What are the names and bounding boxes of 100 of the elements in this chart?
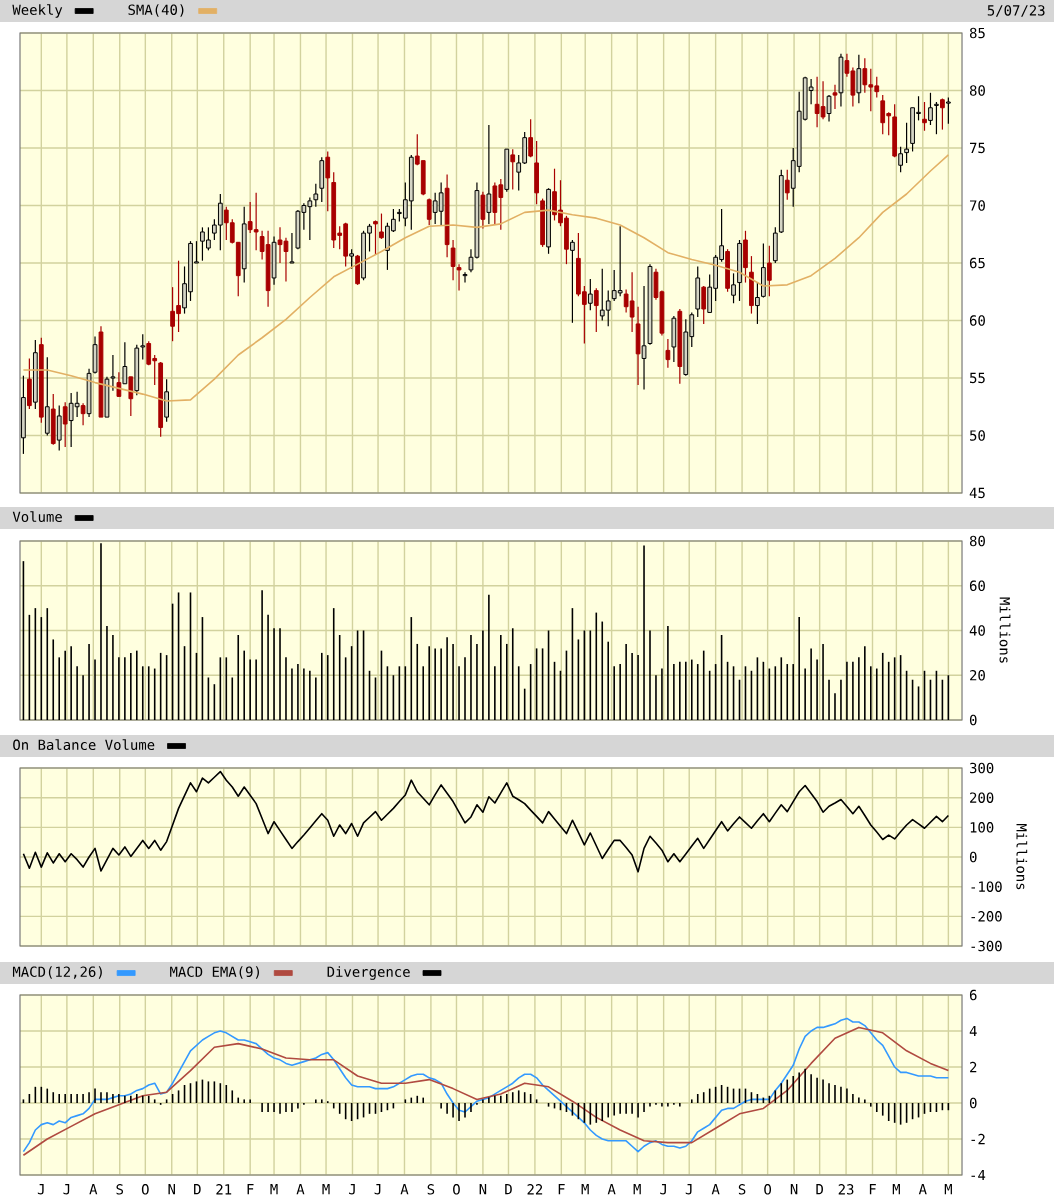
x-tick-label: 22 (527, 1184, 543, 1195)
y-tick-label: 4 (969, 1025, 977, 1037)
x-tick-label: F (869, 1184, 876, 1195)
candlestick (766, 245, 772, 297)
y-tick-label: 200 (970, 792, 994, 803)
text: 5/07/23 (987, 5, 1045, 17)
x-tick-label: D (505, 1184, 512, 1195)
x-tick-label: M (322, 1184, 330, 1195)
candlestick (665, 338, 671, 369)
y-tick-label: 75 (969, 142, 985, 154)
legend-label: On Balance Volume (13, 739, 155, 751)
x-tick-label: M (270, 1184, 278, 1195)
y-tick-label: 80 (969, 535, 985, 547)
candlestick (928, 92, 933, 126)
x-tick-label: J (37, 1184, 44, 1195)
x-tick-label: O (141, 1184, 149, 1195)
candlestick (426, 198, 432, 226)
legend-label: MACD EMA(9) (170, 966, 259, 979)
x-tick-label: J (685, 1184, 692, 1195)
x-tick-label: J (63, 1184, 70, 1195)
y-tick-label: -200 (971, 911, 1002, 922)
y-tick-label: 85 (969, 27, 985, 39)
x-tick-label: A (296, 1184, 305, 1195)
x-tick-label: M (892, 1184, 900, 1195)
y-tick-label: 20 (970, 669, 985, 681)
x-tick-label: S (427, 1184, 435, 1195)
y-tick-label: 0 (969, 851, 977, 863)
candlestick (116, 371, 122, 397)
text: Weekly (12, 4, 63, 18)
candlestick (940, 97, 945, 131)
x-tick-label: D (194, 1184, 201, 1195)
candlestick (593, 287, 599, 333)
x-tick-label: A (400, 1184, 409, 1195)
y-tick-label: -300 (971, 940, 1002, 952)
x-tick-label: N (168, 1184, 175, 1195)
candlestick (456, 263, 462, 292)
x-tick-label: N (790, 1184, 798, 1195)
candlestick (349, 248, 354, 270)
candlestick (289, 232, 295, 264)
x-tick-label: S (738, 1184, 746, 1195)
legend-label: Volume (12, 511, 62, 523)
x-tick-label: A (607, 1184, 616, 1195)
candlestick (528, 118, 534, 158)
y-tick-label: -2 (971, 1133, 985, 1145)
legend-label: MACD(12,26) (12, 966, 102, 979)
y-tick-label: 70 (969, 200, 985, 211)
candlestick (373, 219, 378, 256)
candlestick (379, 212, 384, 240)
y-tick-label: 2 (970, 1061, 977, 1073)
candlestick (826, 94, 832, 123)
y-tick-label: 80 (969, 85, 985, 96)
x-tick-label: J (349, 1184, 355, 1195)
y-tick-label: 100 (970, 822, 994, 833)
y-tick-label: 0 (969, 1097, 977, 1109)
x-tick-label: F (247, 1184, 254, 1195)
y-axis-title: Millions (1016, 824, 1028, 890)
candlestick (832, 84, 838, 110)
y-tick-label: 60 (969, 315, 985, 326)
candlestick (898, 146, 904, 173)
y-tick-label: 300 (969, 762, 994, 774)
candlestick (80, 402, 86, 426)
candlestick (313, 183, 319, 208)
x-tick-label: N (479, 1184, 487, 1195)
y-tick-label: 55 (970, 372, 985, 384)
y-tick-label: 0 (969, 714, 977, 726)
candlestick (701, 285, 707, 325)
legend-label: SMA(40) (128, 4, 184, 17)
candlestick (570, 239, 575, 324)
y-tick-label: 50 (970, 430, 985, 441)
candlestick (325, 150, 331, 212)
candlestick (62, 401, 68, 448)
y-tick-label: 45 (969, 487, 985, 499)
candlestick (904, 122, 909, 164)
x-tick-label: A (711, 1184, 720, 1195)
x-tick-label: O (453, 1184, 460, 1195)
candlestick (784, 169, 790, 201)
y-tick-label: 40 (969, 625, 985, 636)
y-tick-label: 6 (969, 989, 977, 1001)
legend-label: Divergence (327, 966, 410, 980)
x-tick-label: F (558, 1184, 565, 1195)
candlestick (128, 376, 134, 417)
candlestick (510, 148, 516, 190)
x-tick-label: A (89, 1184, 98, 1195)
x-tick-label: A (918, 1184, 927, 1195)
candlestick (122, 341, 128, 385)
candlestick (587, 278, 593, 311)
x-tick-label: 21 (216, 1184, 232, 1195)
candlestick (486, 124, 492, 225)
candlestick (946, 96, 951, 125)
candlestick (755, 281, 760, 325)
x-tick-label: M (944, 1184, 952, 1195)
y-tick-label: 60 (969, 580, 985, 592)
candlestick (450, 239, 456, 281)
x-tick-label: M (633, 1184, 641, 1195)
x-tick-label: J (374, 1184, 381, 1195)
x-tick-label: J (660, 1184, 666, 1195)
y-tick-label: 65 (969, 257, 985, 269)
x-tick-label: O (764, 1184, 772, 1195)
candlestick (462, 271, 468, 284)
candlestick (922, 101, 927, 132)
